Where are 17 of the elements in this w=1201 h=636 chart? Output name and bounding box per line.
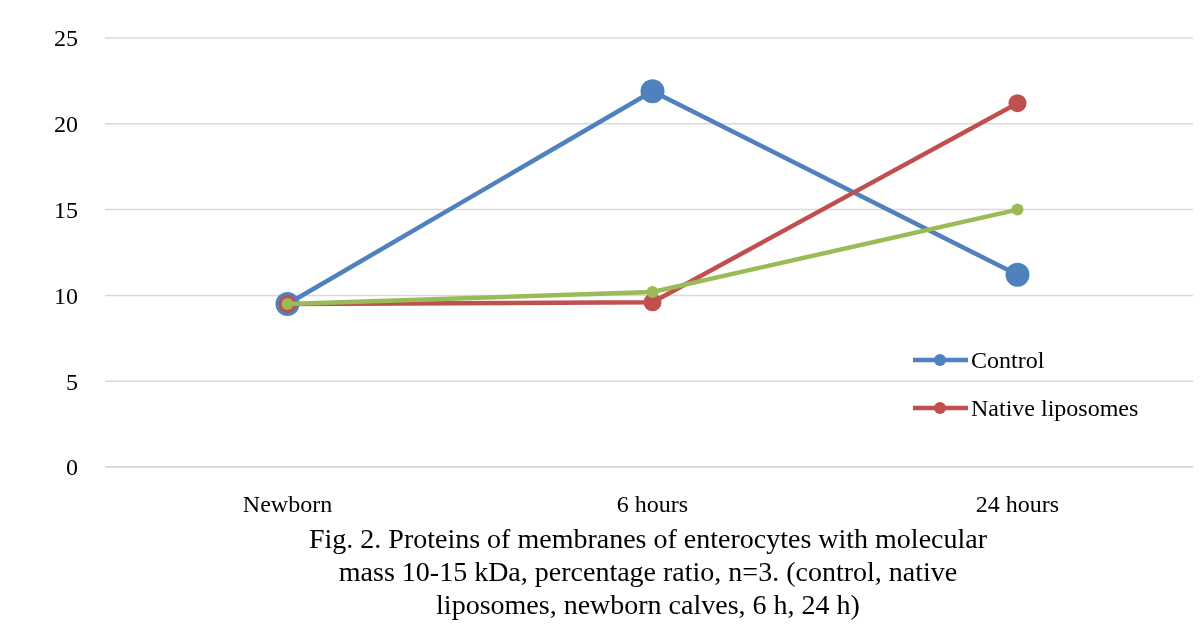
point	[1008, 94, 1027, 113]
point	[1011, 203, 1024, 216]
y-tick-label: 20	[54, 111, 78, 138]
point	[1005, 262, 1030, 287]
y-tick-label: 0	[66, 454, 78, 481]
y-tick-label: 10	[54, 282, 78, 309]
x-tick-label: 6 hours	[616, 491, 689, 517]
y-tick-label: 5	[66, 368, 78, 395]
point	[646, 285, 659, 298]
point	[640, 79, 665, 104]
x-tick-label: 24 hours	[975, 491, 1060, 517]
y-tick-label: 15	[54, 197, 78, 223]
y-tick-label: 25	[54, 25, 78, 52]
x-tick-label: Newborn	[242, 491, 333, 517]
legend-label: Control	[971, 347, 1045, 374]
legend-label: Native liposomes	[971, 395, 1139, 422]
caption: Fig. 2. Proteins of membranes of enterocytes with molecular mass 10-15 kDa, percentage ratio, n=3. (control, native liposomes, newborn calves, 6 h, 24 h)	[308, 523, 988, 620]
